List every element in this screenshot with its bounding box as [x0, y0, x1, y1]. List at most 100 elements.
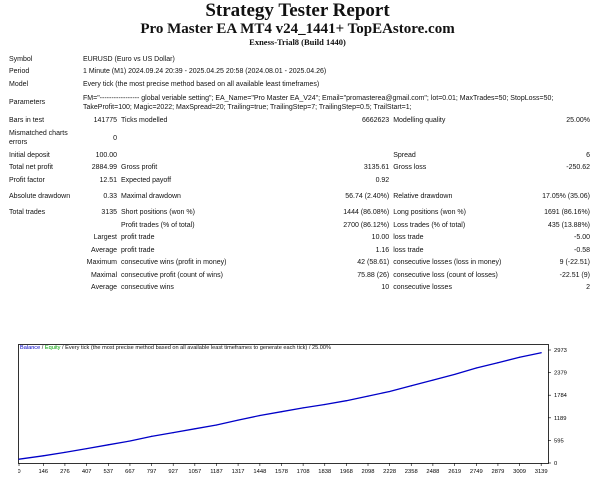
- absdd-value: 0.33: [103, 193, 117, 200]
- maxdd-value: 56.74 (2.40%): [345, 193, 390, 200]
- period-row: Period 1 Minute (M1) 2024.09.24 20:39 - …: [7, 66, 592, 79]
- balance-point: [150, 435, 153, 437]
- chart-header: Balance / Equity / Every tick (the most …: [20, 345, 331, 351]
- average-label: Average: [91, 246, 117, 254]
- avg-losses-label: consecutive losses: [393, 284, 452, 292]
- balance-point: [540, 352, 542, 354]
- x-tick-label: 2358: [405, 469, 418, 475]
- x-tick-label: 1578: [275, 469, 288, 475]
- mismatch-value: 0: [113, 134, 117, 142]
- balance-point: [18, 458, 20, 460]
- balance-point: [64, 451, 66, 453]
- largest-profit-label: profit trade: [121, 234, 155, 242]
- balance-point: [107, 444, 109, 446]
- grossloss-label: Gross loss: [393, 164, 427, 172]
- model-row: Model Every tick (the most precise metho…: [7, 78, 592, 91]
- largest-label: Largest: [93, 234, 117, 242]
- balance-point: [259, 414, 261, 417]
- short-value: 1444 (86.08%): [343, 209, 390, 217]
- balance-point: [389, 390, 391, 393]
- reldd-label: Relative drawdown: [393, 193, 453, 200]
- model-label: Model: [9, 80, 29, 88]
- x-tick-label: 927: [168, 469, 178, 475]
- x-tick-label: 146: [38, 469, 48, 475]
- x-tick-label: 1968: [340, 469, 353, 475]
- netprofit-value: 2884.99: [91, 164, 117, 172]
- maximal-profit-label: consecutive profit (count of wins): [121, 271, 223, 279]
- profittrades-label: Profit trades (% of total): [121, 221, 195, 229]
- x-tick-label: 3139: [535, 469, 548, 475]
- mismatch-label: Mismatched charts errors: [9, 130, 68, 146]
- max-wins-value: 42 (58.61): [357, 259, 390, 267]
- x-tick-label: 2488: [426, 469, 439, 475]
- report-subtitle: Pro Master EA MT4 v24_1441+ TopEAstore.c…: [140, 21, 455, 37]
- avg-wins-value: 10: [381, 284, 390, 292]
- x-tick-label: 2098: [362, 469, 375, 475]
- pf-label: Profit factor: [9, 176, 45, 184]
- balance-point: [432, 379, 434, 381]
- average-profit-value: 1.16: [375, 246, 390, 254]
- maxdd-label: Maximal drawdown: [121, 193, 181, 200]
- symbol-label: Symbol: [9, 55, 33, 63]
- symbol-row: Symbol EURUSD (Euro vs US Dollar): [7, 53, 592, 66]
- deposit-row: Initial deposit 100.00 Spread 6: [7, 149, 592, 162]
- bars-value: 141775: [93, 117, 117, 125]
- losstrades-value: 435 (13.88%): [547, 221, 590, 229]
- balance-point: [42, 455, 44, 457]
- parameters-label: Parameters: [9, 99, 46, 106]
- period-label: Period: [9, 68, 30, 76]
- profittrades-row: Profit trades (% of total) 2700 (86.12%)…: [7, 219, 592, 232]
- drawdown-row: Absolute drawdown 0.33 Maximal drawdown …: [7, 187, 592, 207]
- grossprofit-label: Gross profit: [121, 164, 158, 172]
- balance-point: [324, 403, 326, 406]
- average-profit-label: profit trade: [121, 246, 155, 254]
- pf-row: Profit factor 12.51 Expected payoff 0.92: [7, 174, 592, 187]
- balance-point: [86, 447, 88, 450]
- netprofit-label: Total net profit: [9, 164, 53, 172]
- x-tick-label: 2228: [383, 469, 396, 475]
- x-tick-label: 1448: [253, 469, 266, 475]
- largest-row: Largest profit trade 10.00 loss trade -5…: [7, 232, 592, 245]
- y-tick-label: 0: [554, 461, 557, 467]
- long-label: Long positions (won %): [393, 209, 466, 217]
- chart-header-sep: /: [40, 345, 45, 351]
- y-tick-label: 595: [554, 438, 564, 444]
- model-value: Every tick (the most precise method base…: [83, 80, 320, 88]
- balance-point: [129, 440, 131, 442]
- average-consecutive-row: Average consecutive wins 10 consecutive …: [7, 282, 592, 295]
- long-value: 1691 (86.16%): [544, 209, 590, 217]
- maximal-label: Maximal: [90, 271, 117, 279]
- balance-point: [237, 419, 239, 421]
- balance-point: [280, 411, 283, 413]
- parameters-value: FM="----------------- global veriable se…: [83, 94, 554, 111]
- largest-profit-value: 10.00: [371, 234, 390, 242]
- y-tick-label: 2973: [554, 348, 567, 354]
- chart-legend-equity: Equity: [44, 345, 61, 351]
- spread-label: Spread: [393, 151, 416, 159]
- maximal-row: Maximal consecutive profit (count of win…: [7, 269, 592, 282]
- x-tick-label: 0: [18, 469, 21, 475]
- profittrades-value: 2700 (86.12%): [343, 221, 390, 229]
- avg-losses-value: 2: [586, 284, 590, 292]
- average2-label: Average: [91, 284, 117, 292]
- mismatch-row: Mismatched charts errors 0: [7, 127, 592, 149]
- balance-point: [345, 400, 347, 402]
- x-tick-label: 537: [103, 469, 113, 475]
- balance-point: [454, 373, 456, 376]
- x-tick-label: 2879: [491, 469, 504, 475]
- plot-frame: [18, 344, 549, 464]
- x-tick-label: 407: [82, 469, 92, 475]
- balance-chart: 0 595 1189 1784 2379 2973 0 146 276 407 537 667 797 9…: [18, 344, 578, 479]
- trades-row: Total trades 3135 Short positions (won %…: [7, 207, 592, 220]
- maximum-row: Maximum consecutive wins (profit in mone…: [7, 257, 592, 270]
- bars-label: Bars in test: [9, 117, 45, 125]
- grossprofit-value: 3135.61: [363, 164, 390, 172]
- quality-label: Modelling quality: [393, 117, 446, 125]
- chart-header-text: / Every tick (the most precise method ba…: [60, 345, 331, 351]
- max-wins-label: consecutive wins (profit in money): [121, 259, 227, 267]
- netprofit-row: Total net profit 2884.99 Gross profit 31…: [7, 162, 592, 175]
- balance-point: [518, 356, 521, 358]
- symbol-value: EURUSD (Euro vs US Dollar): [83, 55, 175, 63]
- maximal-loss-label: consecutive loss (count of losses): [393, 271, 498, 279]
- balance-point: [367, 395, 369, 397]
